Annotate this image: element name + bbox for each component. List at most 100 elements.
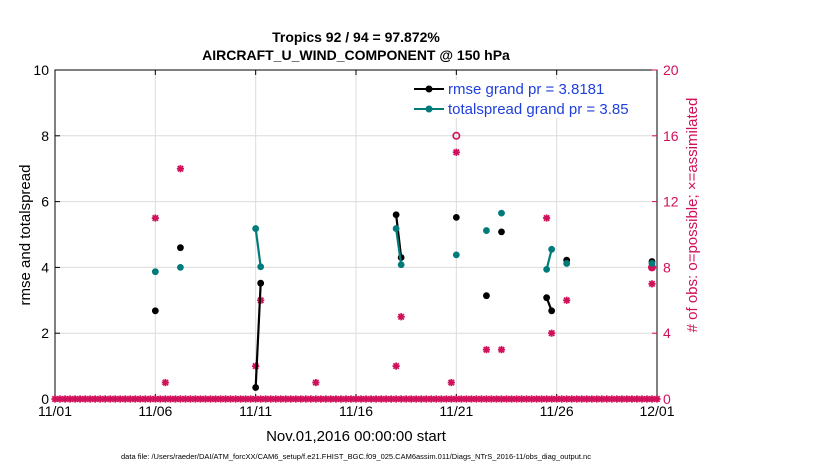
obs-assimilated-zero-point bbox=[442, 395, 450, 403]
rmse-point bbox=[257, 279, 265, 287]
obs-assimilated-zero-point bbox=[116, 395, 124, 403]
obs-assimilated-zero-point bbox=[512, 395, 521, 403]
obs-assimilated-zero-point bbox=[136, 395, 144, 403]
totalspread-point bbox=[257, 263, 265, 271]
obs-assimilated-point bbox=[648, 280, 656, 288]
x-tick-label: 11/11 bbox=[239, 403, 272, 419]
obs-assimilated-zero-point bbox=[317, 395, 325, 403]
obs-assimilated-zero-point bbox=[161, 395, 169, 403]
totalspread-line-segment bbox=[254, 228, 262, 267]
x-tick-label: 11/26 bbox=[540, 403, 574, 419]
obs-assimilated-zero-point bbox=[653, 395, 661, 403]
totalspread-point bbox=[548, 245, 556, 253]
obs-assimilated-zero-point bbox=[648, 395, 656, 403]
totalspread-point bbox=[563, 260, 571, 267]
obs-assimilated-zero-point bbox=[216, 395, 225, 403]
obs-assimilated-point bbox=[543, 214, 551, 222]
legend: rmse grand pr = 3.8181 totalspread grand… bbox=[410, 80, 656, 118]
y-axis-label-left: rmse and totalspread bbox=[17, 165, 34, 306]
obs-assimilated-zero-point bbox=[66, 395, 74, 403]
obs-assimilated-point bbox=[452, 148, 460, 156]
obs-assimilated-zero-point bbox=[507, 395, 516, 403]
obs-assimilated-zero-point bbox=[362, 395, 370, 403]
obs-assimilated-zero-point bbox=[447, 395, 455, 403]
obs-assimilated-zero-point bbox=[287, 395, 295, 403]
obs-assimilated-zero-point bbox=[146, 395, 154, 403]
data-layer bbox=[51, 131, 661, 403]
obs-assimilated-zero-point bbox=[327, 395, 335, 403]
y-tick-label-left: 10 bbox=[33, 62, 49, 78]
obs-assimilated-point bbox=[312, 378, 320, 387]
obs-assimilated-zero-point bbox=[522, 395, 531, 403]
totalspread-point bbox=[392, 225, 400, 232]
obs-assimilated-zero-point bbox=[578, 395, 586, 403]
chart-title-line2: AIRCRAFT_U_WIND_COMPONENT @ 150 hPa bbox=[202, 47, 510, 63]
obs-assimilated-point bbox=[392, 362, 400, 370]
legend-marker-totalspread bbox=[425, 105, 433, 113]
y-tick-label-right: 12 bbox=[663, 194, 679, 210]
obs-assimilated-zero-point bbox=[462, 395, 470, 403]
y-tick-label-left: 0 bbox=[41, 391, 49, 407]
obs-assimilated-zero-point bbox=[181, 395, 190, 403]
legend-marker-rmse bbox=[425, 85, 433, 93]
obs-assimilated-point bbox=[397, 313, 405, 321]
obs-assimilated-zero-point bbox=[472, 395, 480, 403]
grid bbox=[54, 69, 658, 400]
obs-assimilated-zero-point bbox=[618, 395, 626, 403]
y-tick-label-right: 8 bbox=[663, 259, 671, 275]
obs-assimilated-zero-point bbox=[563, 395, 571, 403]
obs-assimilated-point bbox=[548, 329, 556, 337]
obs-assimilated-zero-point bbox=[558, 395, 566, 403]
obs-assimilated-zero-point bbox=[352, 395, 360, 403]
obs-assimilated-point bbox=[447, 378, 455, 387]
obs-assimilated-point bbox=[497, 346, 506, 354]
rmse-point bbox=[498, 228, 505, 236]
totalspread-point bbox=[397, 261, 405, 269]
obs-possible-point bbox=[452, 131, 461, 140]
x-axis-label: Nov.01,2016 00:00:00 start bbox=[266, 428, 447, 445]
y-tick-label-left: 6 bbox=[41, 194, 49, 210]
obs-assimilated-zero-point bbox=[623, 395, 631, 403]
rmse-point bbox=[151, 307, 159, 315]
obs-assimilated-zero-point bbox=[51, 395, 59, 403]
obs-assimilated-zero-point bbox=[548, 395, 556, 403]
obs-assimilated-zero-point bbox=[598, 395, 606, 403]
obs-assimilated-zero-point bbox=[126, 395, 134, 403]
legend-label-rmse: rmse grand pr = 3.8181 bbox=[448, 81, 604, 98]
totalspread-point bbox=[543, 265, 551, 273]
obs-assimilated-zero-point bbox=[533, 395, 541, 403]
obs-assimilated-zero-point bbox=[427, 395, 435, 403]
obs-assimilated-zero-point bbox=[382, 395, 390, 403]
rmse-point bbox=[548, 307, 556, 315]
y-axis-label-right: # of obs: o=possible; ×=assimilated bbox=[684, 98, 701, 333]
y-tick-label-left: 8 bbox=[41, 128, 49, 144]
obs-assimilated-zero-point bbox=[307, 395, 315, 403]
obs-assimilated-point bbox=[176, 165, 185, 173]
x-tick-label: 11/16 bbox=[339, 403, 373, 419]
obs-assimilated-zero-point bbox=[91, 395, 99, 403]
y-tick-label-right: 20 bbox=[663, 62, 679, 78]
rmse-point bbox=[543, 294, 551, 302]
obs-assimilated-zero-point bbox=[553, 395, 561, 403]
obs-assimilated-zero-point bbox=[86, 395, 94, 403]
obs-assimilated-zero-point bbox=[603, 395, 611, 403]
totalspread-point bbox=[177, 264, 184, 271]
x-tick-label: 11/21 bbox=[439, 403, 473, 419]
x-tick-label: 11/06 bbox=[138, 403, 172, 419]
totalspread-point bbox=[452, 251, 460, 259]
obs-assimilated-zero-point bbox=[543, 395, 551, 403]
obs-assimilated-point bbox=[563, 296, 571, 304]
axis-ticks: 11/01 11/06 11/11 11/16 11/21 11/26 12/0102468… bbox=[33, 62, 678, 419]
y-tick-label-left: 2 bbox=[41, 325, 49, 341]
obs-assimilated-zero-point bbox=[131, 395, 139, 403]
rmse-point bbox=[252, 384, 260, 391]
y-tick-label-left: 4 bbox=[41, 259, 49, 275]
legend-box bbox=[410, 80, 656, 118]
y-tick-label-right: 0 bbox=[663, 391, 671, 407]
legend-label-totalspread: totalspread grand pr = 3.85 bbox=[448, 101, 629, 118]
obs-assimilated-zero-point bbox=[412, 395, 420, 403]
rmse-point bbox=[483, 292, 490, 300]
obs-assimilated-point bbox=[151, 214, 159, 222]
totalspread-line-segment bbox=[395, 228, 403, 265]
